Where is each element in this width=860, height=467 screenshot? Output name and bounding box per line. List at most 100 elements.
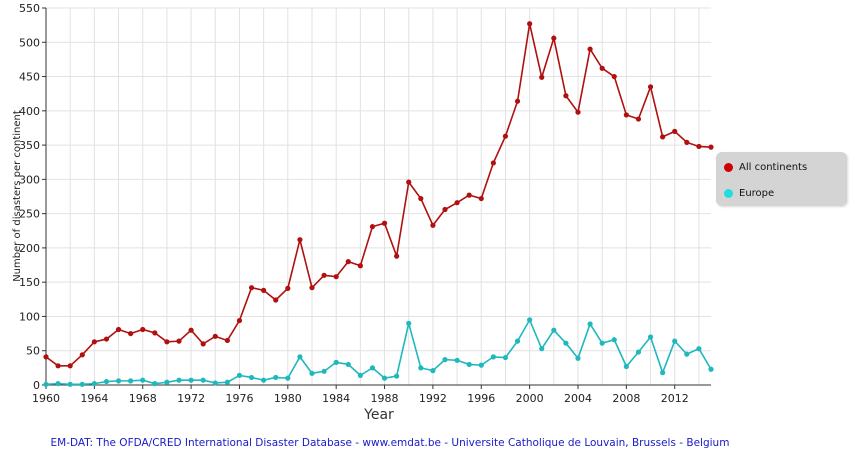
data-point-europe[interactable] (357, 372, 363, 379)
data-point-all-continents[interactable] (672, 128, 678, 134)
data-point-all-continents[interactable] (188, 327, 194, 333)
data-point-europe[interactable] (164, 379, 170, 385)
data-point-all-continents[interactable] (285, 285, 291, 291)
data-point-europe[interactable] (527, 317, 533, 323)
data-point-all-continents[interactable] (575, 109, 581, 115)
data-point-europe[interactable] (394, 373, 400, 379)
data-point-europe[interactable] (345, 361, 351, 368)
data-point-europe[interactable] (647, 334, 654, 340)
data-point-all-continents[interactable] (357, 263, 363, 269)
data-point-europe[interactable] (212, 380, 218, 386)
data-point-europe[interactable] (188, 377, 194, 383)
data-point-europe[interactable] (381, 375, 388, 381)
data-point-all-continents[interactable] (454, 200, 460, 206)
data-point-europe[interactable] (611, 337, 617, 343)
data-point-all-continents[interactable] (660, 134, 666, 140)
data-point-europe[interactable] (502, 354, 509, 361)
data-point-europe[interactable] (406, 320, 412, 326)
data-point-all-continents[interactable] (466, 192, 472, 198)
data-point-all-continents[interactable] (502, 133, 509, 139)
data-point-all-continents[interactable] (635, 116, 642, 122)
data-point-all-continents[interactable] (587, 46, 593, 52)
data-point-europe[interactable] (418, 365, 424, 371)
data-point-europe[interactable] (478, 362, 484, 368)
legend-item-all-continents[interactable]: All continents (724, 162, 807, 173)
data-point-all-continents[interactable] (430, 222, 436, 228)
data-point-europe[interactable] (539, 346, 545, 352)
data-point-europe[interactable] (696, 346, 702, 352)
data-point-all-continents[interactable] (200, 341, 206, 347)
data-point-europe[interactable] (575, 355, 581, 361)
data-point-europe[interactable] (599, 340, 605, 346)
data-point-europe[interactable] (514, 338, 521, 344)
data-point-europe[interactable] (297, 354, 303, 360)
data-point-europe[interactable] (224, 379, 230, 385)
data-point-all-continents[interactable] (103, 336, 110, 342)
data-point-europe[interactable] (273, 374, 279, 381)
data-point-europe[interactable] (103, 378, 110, 385)
data-point-europe[interactable] (236, 372, 243, 379)
data-point-all-continents[interactable] (394, 253, 400, 259)
data-point-all-continents[interactable] (309, 285, 315, 291)
data-point-europe[interactable] (248, 374, 255, 381)
data-point-europe[interactable] (43, 381, 49, 387)
data-point-europe[interactable] (333, 359, 339, 365)
data-point-europe[interactable] (490, 354, 496, 360)
data-point-all-continents[interactable] (67, 363, 73, 369)
data-point-all-continents[interactable] (91, 339, 97, 345)
data-point-all-continents[interactable] (442, 206, 448, 213)
data-point-europe[interactable] (309, 370, 315, 376)
data-point-europe[interactable] (115, 378, 122, 384)
data-point-all-continents[interactable] (212, 333, 218, 339)
data-point-all-continents[interactable] (684, 139, 690, 145)
data-point-all-continents[interactable] (539, 74, 545, 80)
data-point-europe[interactable] (79, 381, 85, 387)
data-point-all-continents[interactable] (527, 21, 533, 27)
data-point-europe[interactable] (176, 377, 182, 383)
data-point-europe[interactable] (672, 338, 678, 344)
data-point-all-continents[interactable] (551, 35, 557, 41)
data-point-europe[interactable] (551, 327, 557, 333)
data-point-all-continents[interactable] (79, 352, 85, 358)
data-point-all-continents[interactable] (224, 337, 230, 344)
data-point-all-continents[interactable] (381, 220, 388, 226)
data-point-all-continents[interactable] (406, 179, 412, 185)
data-point-all-continents[interactable] (369, 224, 376, 230)
data-point-all-continents[interactable] (55, 363, 61, 369)
data-point-all-continents[interactable] (478, 195, 484, 202)
data-point-europe[interactable] (442, 357, 448, 363)
data-point-europe[interactable] (152, 381, 158, 387)
data-point-all-continents[interactable] (696, 143, 702, 150)
data-point-europe[interactable] (684, 351, 690, 357)
data-point-all-continents[interactable] (128, 330, 134, 337)
data-point-all-continents[interactable] (236, 317, 243, 324)
data-point-europe[interactable] (708, 366, 714, 372)
data-point-europe[interactable] (140, 377, 146, 383)
data-point-all-continents[interactable] (43, 354, 49, 360)
data-point-europe[interactable] (261, 377, 267, 383)
data-point-all-continents[interactable] (345, 259, 351, 265)
data-point-europe[interactable] (563, 340, 569, 346)
data-point-europe[interactable] (635, 349, 642, 355)
legend-item-europe[interactable]: Europe (724, 188, 774, 199)
data-point-europe[interactable] (200, 377, 206, 383)
data-point-europe[interactable] (285, 375, 291, 381)
data-point-all-continents[interactable] (418, 195, 424, 202)
data-point-europe[interactable] (55, 381, 61, 387)
data-point-europe[interactable] (67, 381, 73, 387)
data-point-all-continents[interactable] (261, 287, 267, 294)
data-point-europe[interactable] (91, 381, 97, 387)
data-point-all-continents[interactable] (152, 330, 158, 336)
data-point-europe[interactable] (660, 370, 666, 376)
data-point-europe[interactable] (623, 363, 629, 370)
data-point-europe[interactable] (466, 361, 472, 368)
data-point-all-continents[interactable] (273, 297, 279, 303)
data-point-all-continents[interactable] (176, 338, 182, 344)
data-point-all-continents[interactable] (115, 326, 122, 333)
data-point-all-continents[interactable] (514, 98, 521, 104)
data-point-all-continents[interactable] (563, 93, 569, 99)
data-point-europe[interactable] (128, 378, 134, 384)
data-point-all-continents[interactable] (297, 237, 303, 243)
data-point-europe[interactable] (587, 321, 593, 327)
data-point-europe[interactable] (454, 357, 460, 363)
